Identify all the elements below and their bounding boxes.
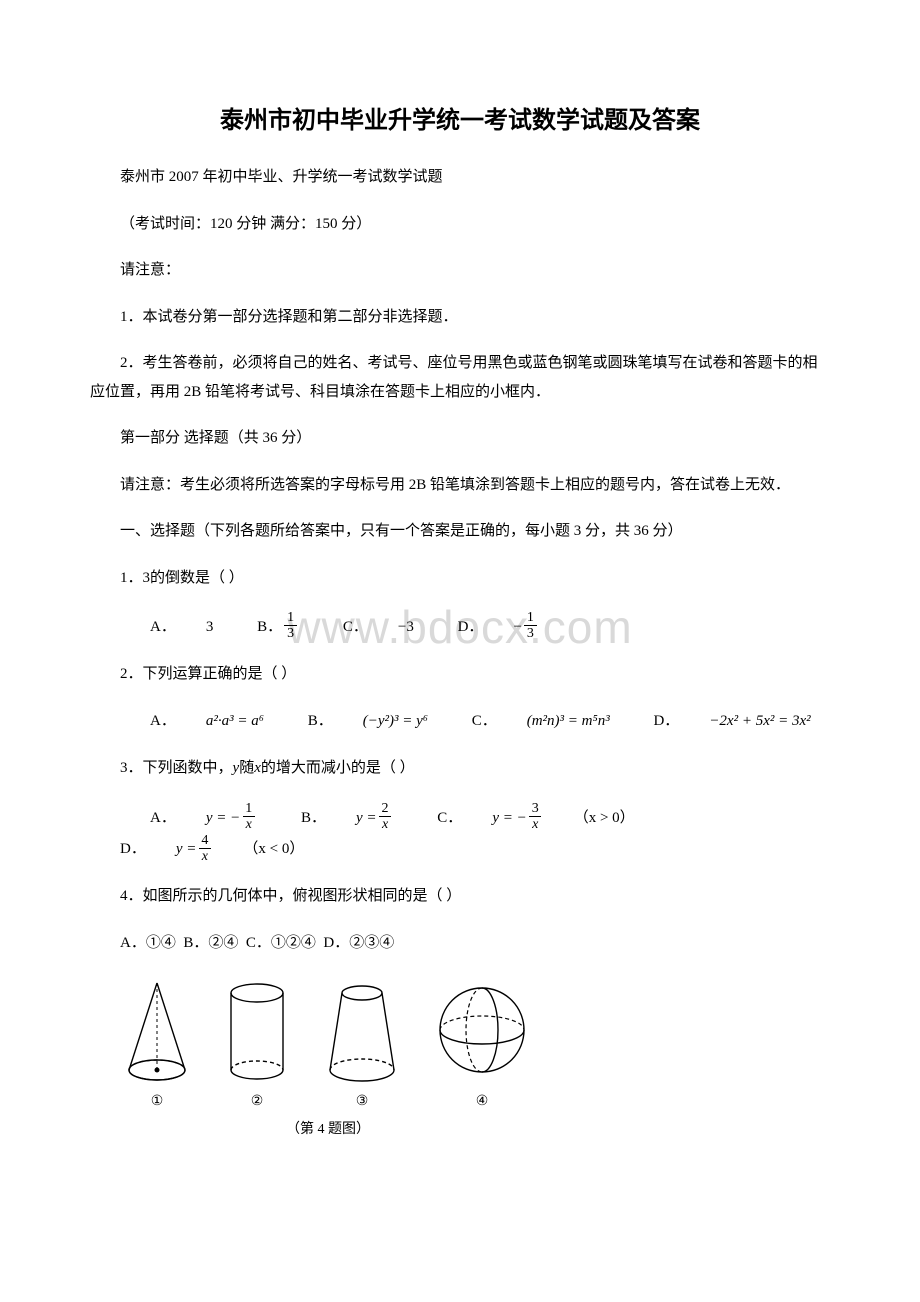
q2-optC: C． (m²n)³ = m⁵n³: [442, 706, 610, 736]
q4-label-3: ③: [356, 1093, 369, 1110]
q1-optA-label: A．: [120, 612, 176, 642]
q3-optD: D． y = 4 x （x < 0）: [90, 833, 304, 865]
q2-optB: B． (−y²)³ = y⁶: [278, 706, 428, 736]
q1-optA: A． 3: [120, 612, 213, 642]
q4-stem: 4．如图所示的几何体中，俯视图形状相同的是（ ）: [90, 882, 830, 911]
q3-optC: C． y = − 3 x （x > 0）: [407, 801, 634, 833]
q3-optB-label: B．: [271, 803, 326, 833]
section1-notice: 请注意：考生必须将所选答案的字母标号用 2B 铅笔填涂到答题卡上相应的题号内，答…: [90, 471, 830, 500]
q1-optB-den: 3: [284, 625, 297, 641]
frustum-icon: [322, 975, 402, 1085]
q3-stem: 3．下列函数中，y随x的增大而减小的是（ ）: [90, 754, 830, 783]
q1-base: 3: [143, 570, 151, 586]
q1-optB: B． 1 3: [227, 610, 299, 642]
q4-optC: C．①②④: [246, 935, 316, 951]
q3-optC-cond: （x > 0）: [544, 803, 635, 833]
q4-figure-1: ①: [122, 975, 192, 1110]
q1-optC-val: −3: [368, 612, 414, 642]
intro-line3: 请注意：: [90, 256, 830, 285]
q4-optB: B．②④: [183, 935, 238, 951]
q3-optB-frac: 2 x: [379, 801, 392, 833]
q3-optD-frac: 4 x: [198, 833, 211, 865]
q2-optA-label: A．: [120, 706, 176, 736]
q2-optA: A． a²·a³ = a⁶: [120, 706, 264, 736]
q3-var-x: x: [254, 760, 261, 776]
q4-figure-3: ③: [322, 975, 402, 1110]
q4-caption: （第 4 题图）: [118, 1118, 538, 1138]
q4-optD: D．②③④: [323, 935, 394, 951]
q3-optA-num: 1: [242, 801, 255, 816]
q1-optD-num: 1: [524, 610, 537, 625]
cone-icon: [122, 975, 192, 1085]
cylinder-icon: [222, 975, 292, 1085]
sphere-icon: [432, 975, 532, 1085]
intro-line4: 1．本试卷分第一部分选择题和第二部分非选择题．: [90, 303, 830, 332]
q3-optA: A． y = − 1 x: [120, 801, 257, 833]
q1-optD: D． − 1 3: [428, 610, 539, 642]
document-content: 泰州市初中毕业升学统一考试数学试题及答案 泰州市 2007 年初中毕业、升学统一…: [90, 100, 830, 1138]
section1-header: 第一部分 选择题（共 36 分）: [90, 424, 830, 453]
q3-optC-lhs: y = −: [462, 803, 526, 833]
q1-optD-den: 3: [524, 625, 537, 641]
q1-optC-label: C．: [313, 612, 368, 642]
q4-figure-2: ②: [222, 975, 292, 1110]
q1-options: A． 3 B． 1 3 C． −3 D． − 1 3: [90, 610, 830, 642]
q1-stem-suffix: 的倒数是（ ）: [150, 570, 244, 586]
q4-label-1: ①: [151, 1093, 164, 1110]
q2-optB-label: B．: [278, 706, 333, 736]
q3-optC-label: C．: [407, 803, 462, 833]
q3-optA-lhs: y = −: [176, 803, 240, 833]
q3-optA-label: A．: [120, 803, 176, 833]
document-title: 泰州市初中毕业升学统一考试数学试题及答案: [90, 100, 830, 135]
q2-optA-math: a²·a³ = a⁶: [176, 706, 264, 736]
q3-optD-num: 4: [198, 833, 211, 848]
q3-optA-frac: 1 x: [242, 801, 255, 833]
q3-optC-frac: 3 x: [529, 801, 542, 833]
q3-optD-den: x: [199, 848, 211, 864]
q3-optD-cond: （x < 0）: [213, 834, 304, 864]
q3-stem-a: 3．下列函数中，: [120, 760, 233, 776]
q1-optA-val: 3: [176, 612, 214, 642]
q3-optC-num: 3: [529, 801, 542, 816]
q1-stem-prefix: 1．: [120, 570, 143, 586]
intro-line1: 泰州市 2007 年初中毕业、升学统一考试数学试题: [90, 163, 830, 192]
q3-optB-num: 2: [379, 801, 392, 816]
q3-optB-lhs: y =: [326, 803, 377, 833]
q2-optB-math: (−y²)³ = y⁶: [333, 706, 428, 736]
q3-optA-den: x: [243, 816, 255, 832]
q1-optD-frac: 1 3: [524, 610, 537, 642]
q2-stem: 2．下列运算正确的是（ ）: [90, 660, 830, 689]
q1-optD-neg: −: [483, 612, 521, 642]
q2-options: A． a²·a³ = a⁶ B． (−y²)³ = y⁶ C． (m²n)³ =…: [90, 706, 830, 736]
q2-optD-label: D．: [623, 706, 679, 736]
q1-stem: 1．3的倒数是（ ）: [90, 564, 830, 593]
q4-options: A．①④ B．②④ C．①②④ D．②③④: [90, 929, 830, 958]
q2-optC-label: C．: [442, 706, 497, 736]
q4-label-4: ④: [476, 1093, 489, 1110]
q4-optA: A．①④: [120, 935, 176, 951]
q4-figure-4: ④: [432, 975, 532, 1110]
q3-stem-b: 随: [239, 760, 254, 776]
q3-optC-den: x: [529, 816, 541, 832]
intro-line2: （考试时间：120 分钟 满分：150 分）: [90, 210, 830, 239]
q3-optD-lhs: y =: [146, 834, 197, 864]
q3-stem-c: 的增大而减小的是（ ）: [261, 760, 415, 776]
q3-options: A． y = − 1 x B． y = 2 x C． y = − 3 x （x …: [90, 801, 830, 865]
q4-figure-row: ① ② ③: [122, 975, 830, 1110]
q2-optC-math: (m²n)³ = m⁵n³: [497, 706, 610, 736]
q3-optB-den: x: [379, 816, 391, 832]
q1-optB-label: B．: [227, 612, 282, 642]
q1-optB-frac: 1 3: [284, 610, 297, 642]
q3-optD-label: D．: [90, 834, 146, 864]
q3-optB: B． y = 2 x: [271, 801, 394, 833]
q1-optC: C． −3: [313, 612, 414, 642]
q1-optB-num: 1: [284, 610, 297, 625]
q1-optD-label: D．: [428, 612, 484, 642]
q2-optD-math: −2x² + 5x² = 3x²: [679, 706, 810, 736]
intro-line5: 2．考生答卷前，必须将自己的姓名、考试号、座位号用黑色或蓝色钢笔或圆珠笔填写在试…: [90, 349, 830, 406]
section1-title: 一、选择题（下列各题所给答案中，只有一个答案是正确的，每小题 3 分，共 36 …: [90, 517, 830, 546]
q4-label-2: ②: [251, 1093, 264, 1110]
q2-optD: D． −2x² + 5x² = 3x²: [623, 706, 810, 736]
